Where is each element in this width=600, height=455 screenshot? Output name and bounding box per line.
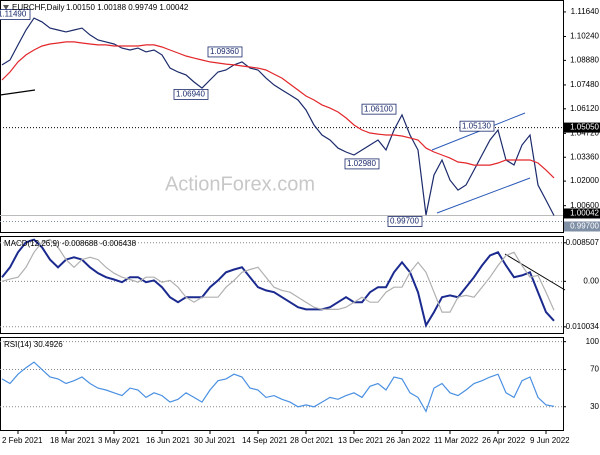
watermark: ActionForex.com — [165, 173, 315, 195]
level-label: 1.05050 — [570, 123, 599, 132]
series-line — [1, 238, 555, 313]
y-tick-label: 100 — [586, 337, 600, 346]
annotation-label: 1.06940 — [176, 90, 205, 99]
x-tick-label: 30 Jul 2021 — [194, 436, 236, 445]
level-box — [564, 221, 600, 232]
y-tick-label: 1.10240 — [570, 32, 599, 41]
y-tick-label: 1.04720 — [570, 128, 599, 137]
annotation-box — [0, 9, 31, 20]
y-tick-label: 0.00 — [583, 276, 599, 285]
series-line — [1, 238, 555, 328]
panel-title: EURCHF,Daily — [12, 3, 64, 12]
annotation-label: 0.99700 — [390, 217, 419, 226]
x-tick-label: 2 Feb 2021 — [2, 436, 43, 445]
panel-frame — [0, 0, 564, 233]
y-tick-label: 0.008507 — [566, 238, 600, 247]
menu-icon — [3, 5, 9, 10]
panel-title: RSI(14) 30.4926 — [4, 340, 63, 349]
trend-line — [0, 89, 36, 96]
annotation-label: 1.02980 — [347, 159, 376, 168]
y-tick-label: 70 — [590, 365, 599, 374]
annotation-box — [361, 103, 397, 115]
panel-title: MACD(12,26,9) -0.008688 -0.006438 — [4, 239, 137, 248]
series-line — [1, 17, 555, 216]
panel-frame — [0, 337, 564, 431]
y-tick-label: 30 — [590, 402, 599, 411]
annotation-label: 1.06100 — [364, 104, 393, 113]
y-tick-label: 1.07480 — [570, 80, 599, 89]
x-tick-label: 18 Mar 2021 — [50, 436, 95, 445]
annotation-box — [173, 89, 209, 100]
x-tick-label: 16 Jun 2021 — [146, 436, 191, 445]
x-tick-label: 9 Jun 2022 — [530, 436, 570, 445]
x-tick-label: 26 Jan 2022 — [386, 436, 431, 445]
level-box — [564, 122, 600, 133]
panel-frame — [0, 236, 564, 334]
y-tick-label: 1.03360 — [570, 152, 599, 161]
y-tick-label: 1.11640 — [571, 7, 600, 16]
x-tick-label: 28 Oct 2021 — [290, 436, 334, 445]
annotation-label: 1.11490 — [0, 10, 27, 19]
series-line — [1, 361, 555, 413]
y-tick-label: 1.06120 — [570, 104, 599, 113]
annotation-box — [207, 46, 243, 58]
y-tick-label: 1.02000 — [570, 176, 599, 185]
y-tick-label: -0.010034 — [563, 322, 600, 331]
level-label: 0.99700 — [570, 222, 599, 231]
trend-line — [504, 253, 566, 291]
series-line — [1, 41, 555, 179]
annotation-label: 1.09360 — [210, 47, 239, 56]
x-tick-label: 13 Dec 2021 — [338, 436, 384, 445]
annotation-box — [344, 158, 380, 170]
ohlc-values: 1.00150 1.00188 0.99749 1.00042 — [66, 3, 189, 12]
annotation-box — [387, 216, 423, 227]
annotation-box — [459, 120, 495, 132]
last-price-label: 1.00042 — [570, 209, 599, 218]
channel-line — [436, 177, 531, 214]
x-tick-label: 26 Apr 2022 — [482, 436, 526, 445]
x-tick-label: 3 May 2021 — [98, 436, 140, 445]
y-tick-label: 1.00600 — [570, 201, 599, 210]
annotation-label: 1.05130 — [462, 121, 491, 130]
x-tick-label: 11 Mar 2022 — [434, 436, 479, 445]
y-tick-label: 1.08880 — [570, 55, 599, 64]
x-tick-label: 14 Sep 2021 — [242, 436, 288, 445]
last-price-box — [564, 208, 600, 219]
